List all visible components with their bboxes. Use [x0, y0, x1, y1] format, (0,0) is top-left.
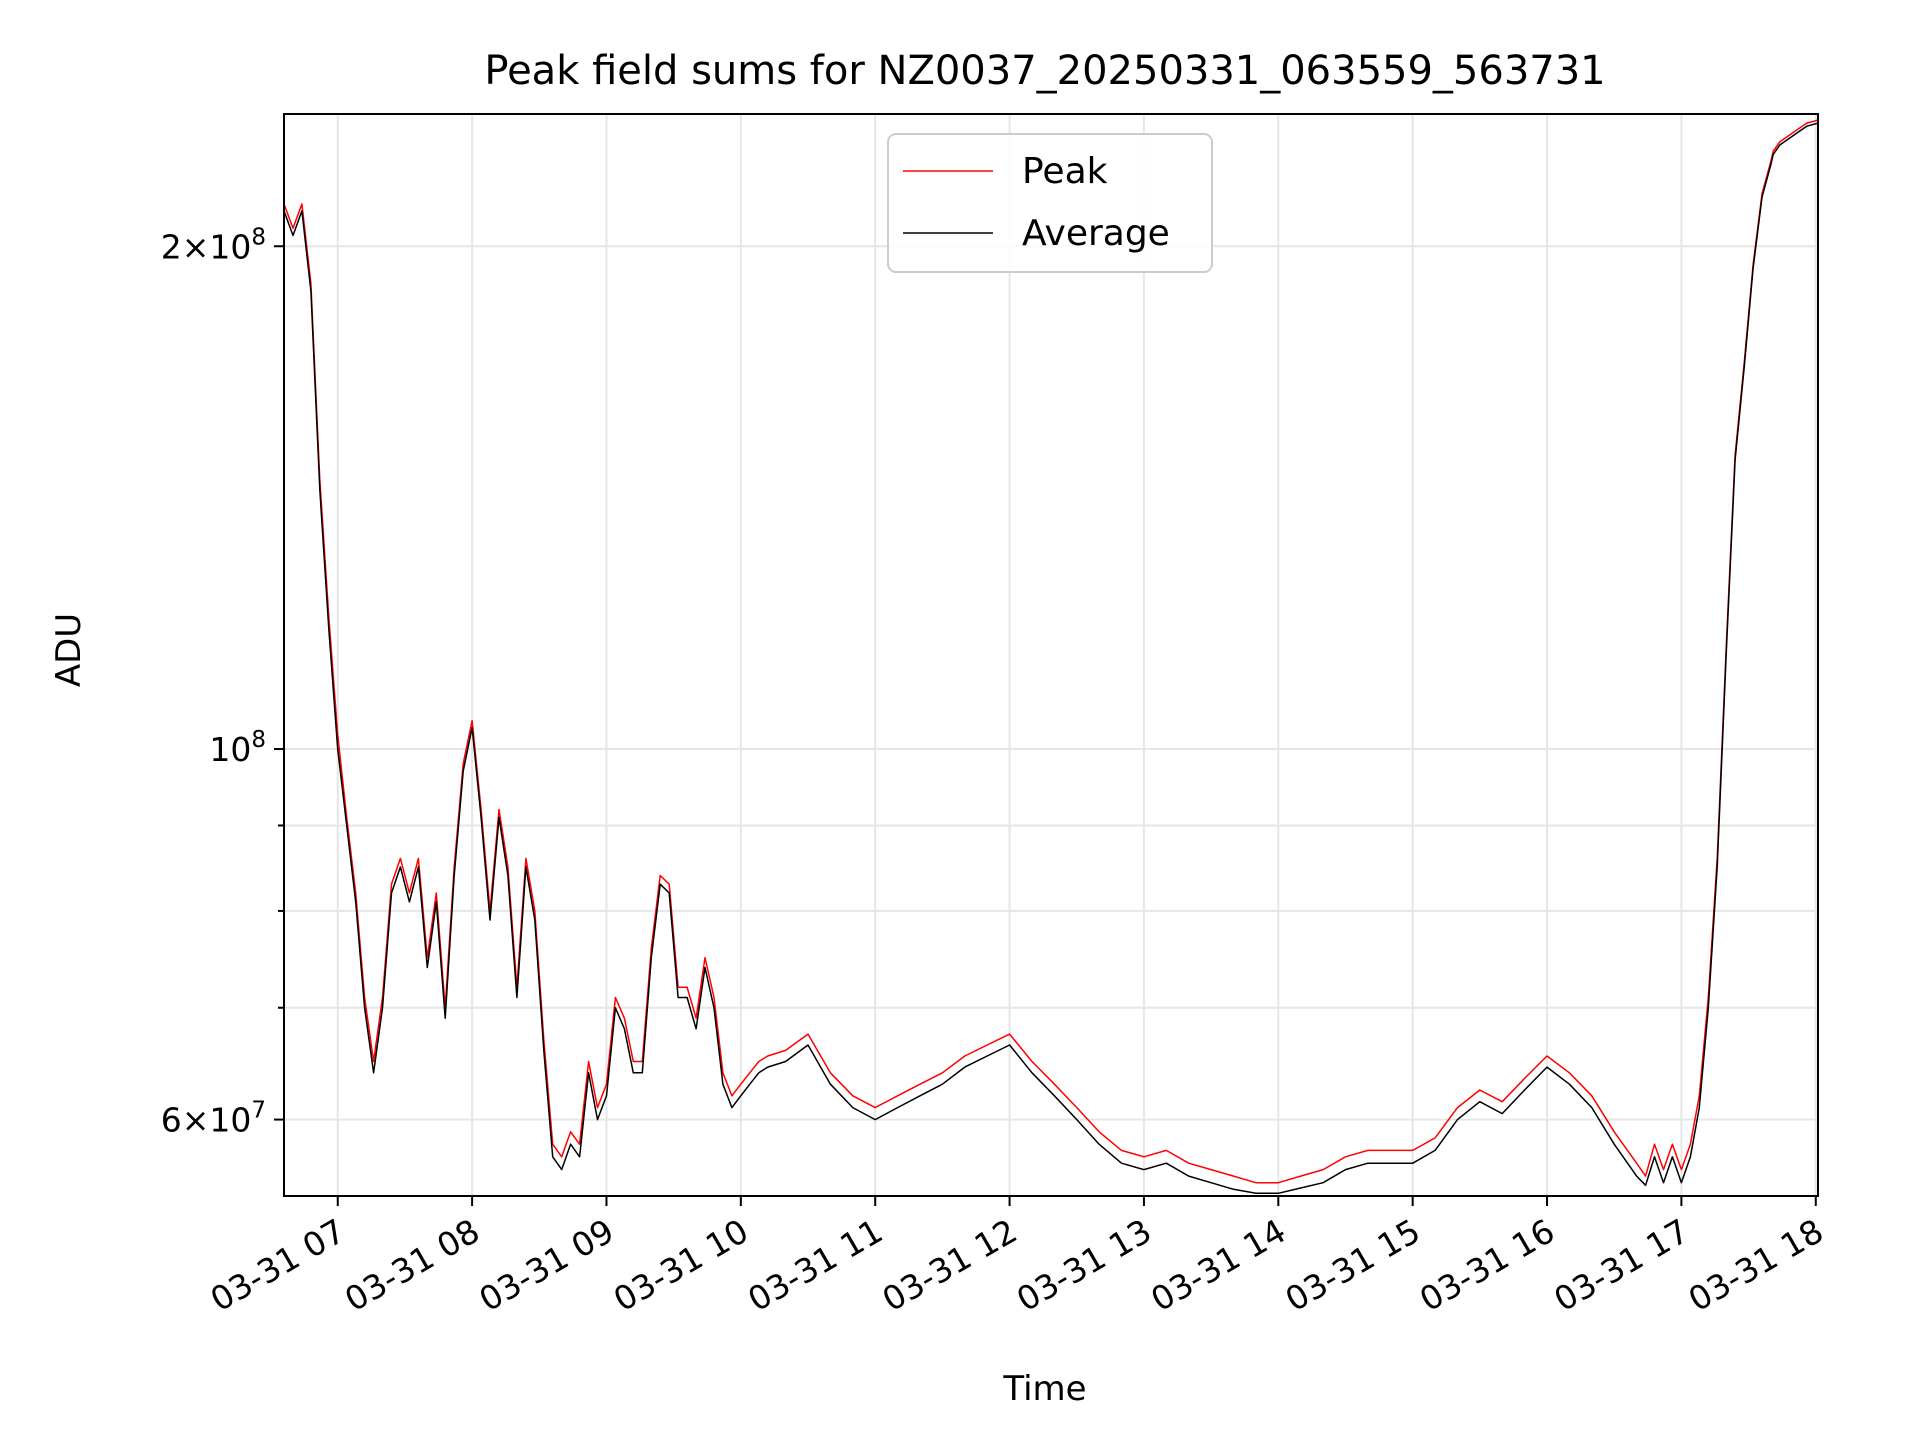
- y-tick-label: 6×107: [161, 1098, 266, 1140]
- y-axis-label: ADU: [49, 613, 89, 687]
- legend: Peak Average: [887, 133, 1213, 273]
- x-axis-label: Time: [1002, 1369, 1086, 1409]
- plot-frame: [283, 113, 1819, 1197]
- y-tick-label: 2×108: [161, 224, 266, 266]
- chart-title: Peak field sums for NZ0037_20250331_0635…: [484, 48, 1605, 94]
- y-tick-label: 108: [209, 727, 266, 769]
- legend-label-average: Average: [1022, 213, 1170, 254]
- series-line-average: [283, 122, 1819, 1195]
- series-layer: [283, 119, 1819, 1195]
- grid-lines: [284, 114, 1818, 1196]
- legend-box: [887, 133, 1213, 273]
- legend-label-peak: Peak: [1022, 151, 1108, 192]
